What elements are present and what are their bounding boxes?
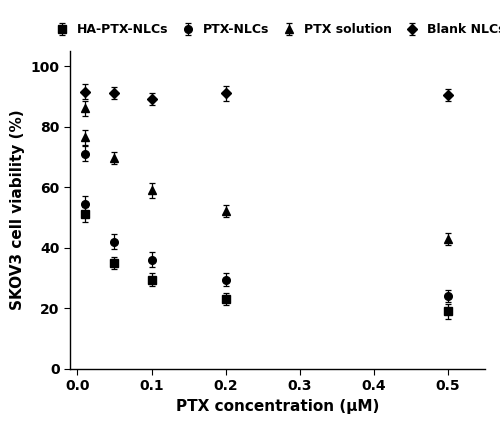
Y-axis label: SKOV3 cell viability (%): SKOV3 cell viability (%) — [10, 109, 25, 310]
Legend: HA-PTX-NLCs, PTX-NLCs, PTX solution, Blank NLCs: HA-PTX-NLCs, PTX-NLCs, PTX solution, Bla… — [44, 19, 500, 42]
X-axis label: PTX concentration (μM): PTX concentration (μM) — [176, 399, 379, 414]
